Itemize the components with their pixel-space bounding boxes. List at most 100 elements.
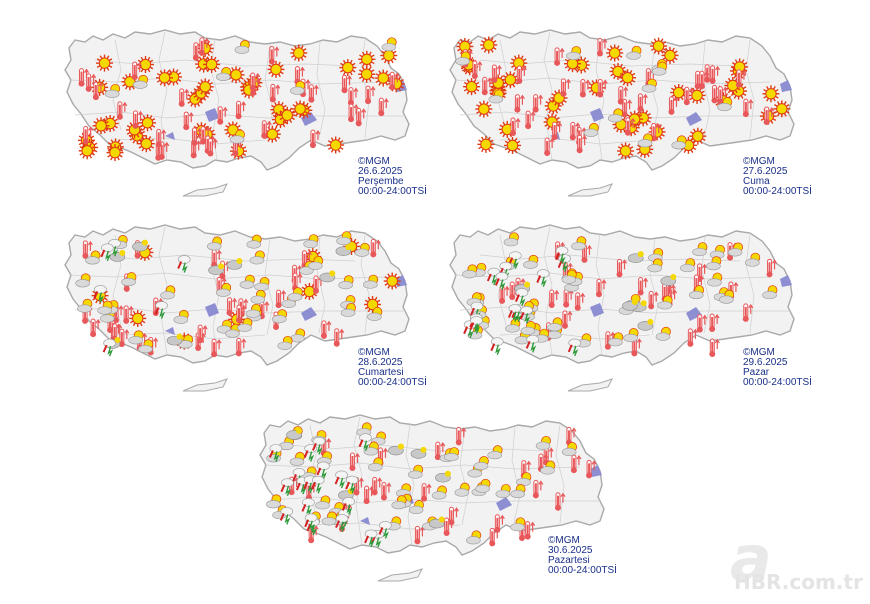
thermometer-icon [693,274,704,294]
partly-cloudy-icon [303,234,319,249]
caption-date: 29.6.2025 [743,357,788,368]
province-border [745,39,755,139]
cloud-sun-icon [622,298,638,311]
partly-cloudy-icon [336,231,352,246]
partly-cloudy-icon [566,46,582,61]
thermometer-icon [363,485,375,505]
partly-cloudy-icon [671,135,687,150]
partly-cloudy-icon [229,129,245,144]
caption-period: 00:00-24:00TSİ [358,377,427,388]
sun-icon [480,36,498,54]
thermometer-icon [92,81,104,101]
partly-cloudy-icon [637,133,653,148]
thermometer-icon [365,85,376,105]
caption-period: 00:00-24:00TSİ [743,377,812,388]
partly-cloudy-icon [520,321,536,335]
thermometer-icon [448,506,459,526]
province-border [595,37,605,161]
thermometer-icon [178,88,190,107]
partly-cloudy-icon [367,457,384,472]
partly-cloudy-icon [717,97,733,112]
thermometer-icon [570,454,582,474]
thermometer-icon [268,45,280,65]
thermometer-icon [735,69,747,88]
partly-cloudy-icon [315,495,331,510]
sun-icon [383,272,401,290]
partly-cloudy-icon [647,258,663,273]
thermometer-icon [637,277,649,296]
map-caption-4: ©MGM 29.6.2025 Pazar 00:00-24:00TSİ [743,348,812,388]
partly-cloudy-icon [206,236,223,251]
caption-period: 00:00-24:00TSİ [743,186,812,197]
sun-icon [203,55,221,73]
caption-source: ©MGM [743,156,775,167]
thunderstorm-icon [364,529,378,548]
caption-date: 30.6.2025 [548,545,593,556]
lake-egirdir [165,327,175,335]
partly-cloudy-icon [657,295,673,310]
partly-cloudy-icon [623,328,639,343]
thunderstorm-icon [345,475,359,494]
thermometer-icon [548,289,560,308]
partly-cloudy-icon [215,282,232,297]
cloud-sun-icon [226,258,243,270]
partly-cloudy-icon [495,484,511,499]
thunderstorm-icon [301,498,315,516]
thermometer-icon [320,320,332,339]
thermometer-icon [763,106,775,126]
cloud-sun-icon [132,239,148,252]
thunderstorm-icon [536,269,550,287]
partly-cloudy-icon [245,303,261,318]
partly-cloudy-icon [321,511,337,526]
sun-icon [564,55,582,73]
partly-cloudy-icon [338,275,354,290]
partly-cloudy-icon [234,40,250,54]
partly-cloudy-icon [250,289,266,304]
caption-day: Cumartesi [358,367,404,378]
province-border [353,416,363,546]
thermometer-icon [698,70,710,90]
partly-cloudy-icon [503,232,519,247]
sun-icon [619,69,637,87]
caption-period: 00:00-24:00TSİ [548,565,617,576]
cloud-sun-icon [319,270,336,283]
lake-keban [301,307,317,321]
thunderstorm-icon [494,272,509,290]
partly-cloudy-icon [104,83,121,98]
map-caption-2: ©MGM 27.6.2025 Cuma 00:00-24:00TSİ [743,157,812,197]
thermometer-icon [414,525,425,545]
thermometer-icon [235,100,247,120]
partly-cloudy-icon [473,456,489,471]
partly-cloudy-icon [523,254,539,269]
thermometer-icon [481,76,493,96]
partly-cloudy-icon [363,441,379,456]
thunderstorm-icon [316,461,330,480]
thermometer-icon [604,331,616,350]
thermometer-icon [554,492,566,511]
thermometer-icon [574,292,586,311]
sun-icon [78,142,96,160]
partly-cloudy-icon [121,272,137,287]
partly-cloudy-icon [395,483,412,498]
logo-letter: a [730,522,772,595]
sun-icon [731,58,749,76]
province-border [158,31,168,161]
lake-tuz [205,108,219,122]
caption-day: Cuma [743,176,770,187]
thermometer-icon [717,86,728,105]
sun-icon [291,100,309,118]
thermometer-icon [197,324,208,344]
thermometer-icon [525,110,536,130]
caption-source: ©MGM [358,347,390,358]
caption-day: Pazar [743,367,770,378]
weather-icons [266,422,597,548]
thermometer-icon [131,61,143,81]
thermometer-icon [235,337,247,357]
thermometer-icon [494,514,505,533]
province-border [405,422,415,546]
province-border [264,43,274,141]
sun-icon [463,78,481,96]
thermometer-icon [292,272,303,292]
thermometer-icon [200,126,211,145]
partly-cloudy-icon [173,309,189,324]
